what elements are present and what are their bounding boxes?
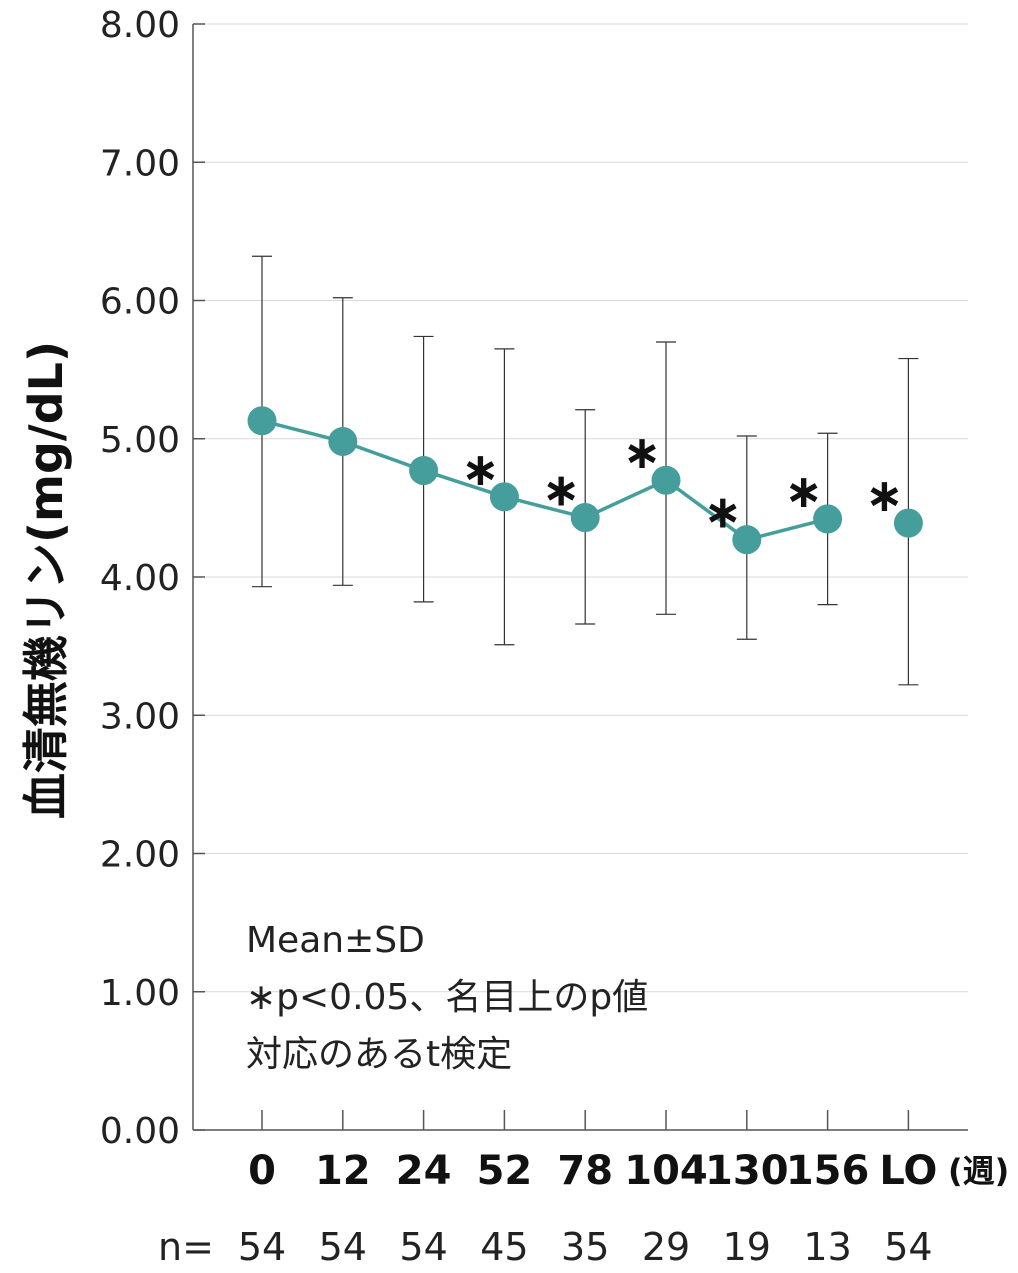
y-tick-label: 4.00 xyxy=(100,558,180,599)
data-point xyxy=(409,456,439,486)
significance-star: ∗ xyxy=(623,425,662,479)
n-value: 19 xyxy=(723,1225,771,1269)
x-unit-label: (週) xyxy=(948,1152,1009,1190)
y-tick-label: 2.00 xyxy=(100,835,180,876)
y-tick-labels: 0.00 1.00 2.00 3.00 4.00 5.00 6.00 7.00 8.00 xyxy=(100,5,180,1152)
y-tick-label: 5.00 xyxy=(100,420,180,461)
x-tick-label: LO xyxy=(879,1148,937,1194)
n-value: 13 xyxy=(803,1225,851,1269)
significance-star: ∗ xyxy=(461,442,500,496)
significance-star: ∗ xyxy=(865,468,904,522)
n-value: 45 xyxy=(480,1225,528,1269)
annotation-line: Mean±SD xyxy=(246,920,425,961)
data-point xyxy=(732,525,762,555)
y-tick-label: 6.00 xyxy=(100,282,180,323)
data-point xyxy=(813,504,843,534)
significance-star: ∗ xyxy=(784,464,823,518)
n-label: n= xyxy=(158,1225,214,1269)
y-tick-label: 7.00 xyxy=(100,143,180,184)
data-point xyxy=(328,427,358,457)
grid-lines xyxy=(193,23,968,1131)
y-tick-label: 3.00 xyxy=(100,696,180,737)
n-value: 54 xyxy=(884,1225,932,1269)
x-tick-label: 156 xyxy=(786,1148,870,1194)
x-tick-label: 52 xyxy=(477,1148,533,1194)
y-tick-label: 8.00 xyxy=(100,5,180,46)
y-tick-label: 0.00 xyxy=(100,1111,180,1152)
significance-star: ∗ xyxy=(542,463,581,517)
y-tick-label: 1.00 xyxy=(100,973,180,1014)
x-tick-label: 104 xyxy=(624,1148,708,1194)
data-points xyxy=(247,406,923,555)
x-tick-label: 12 xyxy=(315,1148,371,1194)
data-point xyxy=(651,465,681,495)
data-point xyxy=(893,508,923,538)
n-values: 54 54 54 45 35 29 19 13 54 xyxy=(238,1225,933,1269)
n-value: 54 xyxy=(399,1225,447,1269)
n-value: 54 xyxy=(319,1225,367,1269)
y-axis-label: 血清無機リン(mg/dL) xyxy=(19,341,73,819)
x-tick-marks xyxy=(261,1110,910,1130)
x-tick-label: 130 xyxy=(705,1148,789,1194)
data-point xyxy=(489,482,519,512)
annotation-line: 対応のあるt検定 xyxy=(246,1034,512,1075)
x-tick-label: 78 xyxy=(557,1148,613,1194)
data-point xyxy=(247,406,277,436)
n-value: 29 xyxy=(642,1225,690,1269)
n-value: 54 xyxy=(238,1225,286,1269)
significance-star: ∗ xyxy=(704,485,743,539)
n-value: 35 xyxy=(561,1225,609,1269)
x-tick-label: 24 xyxy=(396,1148,452,1194)
x-tick-label: 0 xyxy=(248,1148,276,1194)
significance-markers: ∗ ∗ ∗ ∗ ∗ ∗ xyxy=(461,425,904,538)
annotation-line: ∗p<0.05、名目上のp値 xyxy=(246,977,648,1018)
data-point xyxy=(570,503,600,533)
